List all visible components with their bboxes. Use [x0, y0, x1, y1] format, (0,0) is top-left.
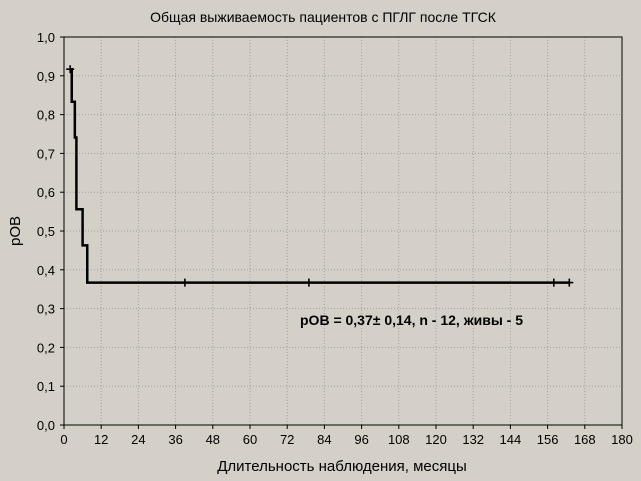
x-tick-label: 0 — [60, 432, 67, 447]
chart-title: Общая выживаемость пациентов с ПГЛГ посл… — [150, 9, 497, 25]
y-tick-label: 0,5 — [37, 224, 55, 239]
y-tick-label: 0,0 — [37, 418, 55, 433]
annotation-text: pOB = 0,37± 0,14, n - 12, живы - 5 — [300, 312, 523, 328]
censor-mark — [180, 278, 189, 287]
y-tick-label: 0,1 — [37, 379, 55, 394]
x-tick-label: 48 — [206, 432, 220, 447]
censor-mark — [549, 278, 558, 287]
censor-mark — [66, 65, 75, 74]
x-tick-label: 180 — [611, 432, 633, 447]
censor-mark — [565, 278, 574, 287]
x-tick-label: 60 — [243, 432, 257, 447]
y-axis-label: pOB — [7, 216, 24, 246]
y-tick-label: 0,2 — [37, 340, 55, 355]
x-tick-label: 144 — [500, 432, 522, 447]
x-tick-label: 36 — [168, 432, 182, 447]
y-tick-label: 0,3 — [37, 302, 55, 317]
series-layer — [66, 65, 574, 287]
x-tick-label: 84 — [317, 432, 331, 447]
censor-mark — [304, 278, 313, 287]
x-tick-label: 156 — [537, 432, 559, 447]
y-tick-label: 0,8 — [37, 108, 55, 123]
x-axis-label: Длительность наблюдения, месяцы — [217, 458, 466, 475]
y-tick-label: 1,0 — [37, 30, 55, 45]
y-tick-label: 0,7 — [37, 146, 55, 161]
y-tick-label: 0,6 — [37, 185, 55, 200]
x-tick-label: 108 — [388, 432, 410, 447]
x-tick-label: 72 — [280, 432, 294, 447]
y-tick-label: 0,4 — [37, 263, 55, 278]
x-tick-label: 12 — [94, 432, 108, 447]
x-tick-label: 24 — [131, 432, 145, 447]
x-tick-label: 168 — [574, 432, 596, 447]
survival-curve — [70, 67, 570, 284]
x-tick-label: 120 — [425, 432, 447, 447]
x-tick-label: 132 — [462, 432, 484, 447]
x-tick-label: 96 — [354, 432, 368, 447]
y-tick-label: 0,9 — [37, 69, 55, 84]
grid — [64, 37, 622, 425]
axis-ticks: 0 12 24 36 48 60 72 84 96 108 120 132 144 156 168 180 0,… — [37, 30, 633, 447]
